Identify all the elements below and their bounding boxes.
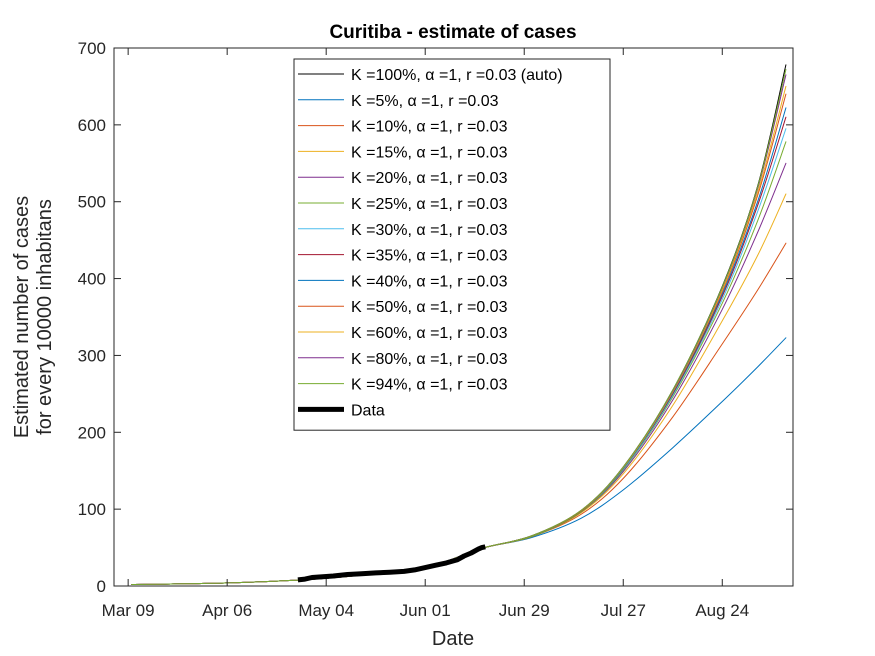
y-axis-label: Estimated number of cases for every 1000… — [11, 196, 56, 438]
y-tick-label: 0 — [97, 577, 106, 596]
y-tick-label: 400 — [78, 270, 106, 289]
legend-label: K =40%, α =1, r =0.03 — [351, 273, 508, 290]
series-line-14 — [297, 544, 486, 583]
y-tick-label: 100 — [78, 500, 106, 519]
y-tick-label: 600 — [78, 116, 106, 135]
legend-label: Data — [351, 402, 385, 419]
y-tick-label: 300 — [78, 346, 106, 365]
legend-label: K =5%, α =1, r =0.03 — [351, 93, 499, 110]
y-axis-label-line1: Estimated number of cases — [11, 196, 33, 438]
legend-label: K =35%, α =1, r =0.03 — [351, 248, 508, 265]
legend-label: K =10%, α =1, r =0.03 — [351, 119, 508, 136]
x-tick-label: Jun 29 — [499, 601, 550, 620]
y-tick-label: 500 — [78, 193, 106, 212]
x-ticks: Mar 09 Apr 06 May 04 Jun 01 Jun 29 Jul 27 Aug … — [102, 48, 749, 620]
x-tick-label: Jul 27 — [601, 601, 646, 620]
legend-box — [293, 58, 611, 431]
series-layer — [131, 64, 787, 585]
legend-label: K =30%, α =1, r =0.03 — [351, 222, 508, 239]
x-tick-label: May 04 — [298, 601, 354, 620]
x-tick-label: Aug 24 — [695, 601, 749, 620]
legend-label: K =60%, α =1, r =0.03 — [351, 325, 508, 342]
y-tick-label: 700 — [78, 39, 106, 58]
x-tick-label: Mar 09 — [102, 601, 155, 620]
legend-label: K =80%, α =1, r =0.03 — [351, 351, 508, 368]
x-tick-label: Apr 06 — [202, 601, 252, 620]
legend-label: K =94%, α =1, r =0.03 — [351, 377, 508, 394]
legend-label: K =100%, α =1, r =0.03 (auto) — [351, 67, 563, 84]
x-tick-label: Jun 01 — [400, 601, 451, 620]
legend-label: K =15%, α =1, r =0.03 — [351, 144, 508, 161]
x-axis-label: Date — [432, 628, 474, 650]
y-axis-label-line2: for every 10000 inhabitans — [34, 199, 56, 435]
legend-label: K =20%, α =1, r =0.03 — [351, 170, 508, 187]
y-tick-label: 200 — [78, 423, 106, 442]
chart-title: Curitiba - estimate of cases — [329, 22, 576, 43]
axes-box — [113, 47, 794, 587]
y-ticks: 0 100 200 300 400 500 600 700 — [78, 39, 793, 596]
legend-label: K =25%, α =1, r =0.03 — [351, 196, 508, 213]
legend-label: K =50%, α =1, r =0.03 — [351, 299, 508, 316]
legend: K =100%, α =1, r =0.03 (auto) K =5%, α =1… — [293, 58, 611, 431]
